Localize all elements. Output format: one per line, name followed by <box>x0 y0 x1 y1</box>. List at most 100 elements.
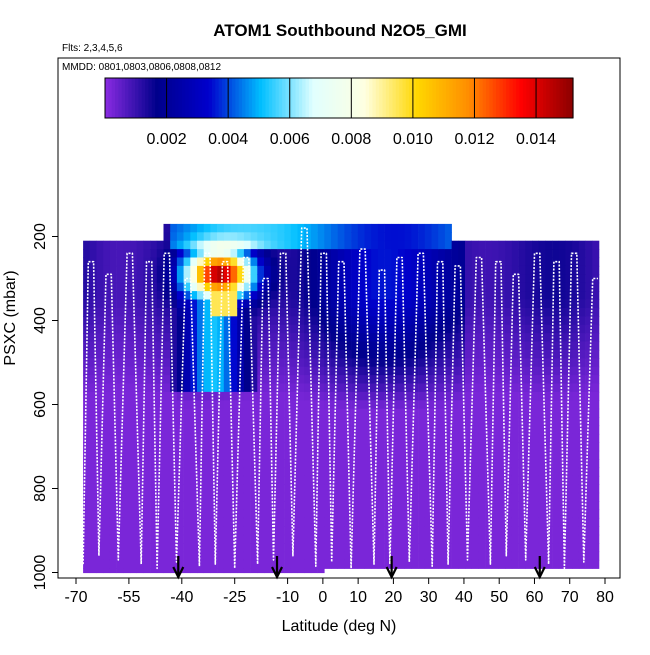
heatmap-cell <box>197 467 204 477</box>
heatmap-cell <box>398 534 405 544</box>
heatmap-cell <box>163 265 171 275</box>
heatmap-cell <box>545 391 553 401</box>
heatmap-cell <box>237 551 245 561</box>
heatmap-cell <box>210 282 218 292</box>
heatmap-cell <box>264 358 271 368</box>
heatmap-cell <box>270 249 278 259</box>
colorbar-swatch <box>352 78 357 118</box>
heatmap-cell <box>230 408 238 418</box>
heatmap-cell <box>290 433 298 443</box>
heatmap-cell <box>136 299 144 309</box>
heatmap-cell <box>203 274 211 284</box>
heatmap-cell <box>545 383 553 393</box>
heatmap-cell <box>398 291 405 301</box>
heatmap-cell <box>250 517 258 527</box>
heatmap-cell <box>592 316 600 326</box>
heatmap-cell <box>364 459 372 469</box>
heatmap-cell <box>136 484 144 494</box>
heatmap-cell <box>163 391 171 401</box>
heatmap-cell <box>284 559 292 569</box>
heatmap-cell <box>150 240 158 250</box>
heatmap-cell <box>264 375 271 385</box>
heatmap-cell <box>109 400 117 410</box>
heatmap-cell <box>331 391 338 401</box>
heatmap-cell <box>109 450 117 460</box>
heatmap-cell <box>237 543 245 553</box>
heatmap-cell <box>404 543 412 553</box>
heatmap-cell <box>578 307 586 317</box>
heatmap-cell <box>592 417 600 427</box>
heatmap-cell <box>552 274 560 284</box>
heatmap-cell <box>290 291 298 301</box>
heatmap-cell <box>398 232 405 242</box>
heatmap-cell <box>284 223 292 233</box>
heatmap-cell <box>156 425 164 435</box>
heatmap-cell <box>203 375 211 385</box>
heatmap-cell <box>304 282 312 292</box>
heatmap-cell <box>203 433 211 443</box>
heatmap-cell <box>243 559 251 569</box>
heatmap-cell <box>485 265 493 275</box>
heatmap-cell <box>190 559 198 569</box>
heatmap-cell <box>237 366 245 376</box>
heatmap-cell <box>96 349 104 359</box>
heatmap-cell <box>250 559 258 569</box>
heatmap-cell <box>203 265 211 275</box>
heatmap-cell <box>451 509 459 519</box>
heatmap-cell <box>190 349 198 359</box>
heatmap-cell <box>223 534 231 544</box>
heatmap-cell <box>585 417 593 427</box>
heatmap-cell <box>418 475 426 485</box>
heatmap-cell <box>424 232 432 242</box>
heatmap-cell <box>230 543 238 553</box>
heatmap-cell <box>317 459 325 469</box>
heatmap-cell <box>183 568 191 574</box>
heatmap-cell <box>511 509 519 519</box>
heatmap-cell <box>284 349 292 359</box>
heatmap-cell <box>451 543 459 553</box>
heatmap-cell <box>230 307 238 317</box>
heatmap-cell <box>197 559 204 569</box>
heatmap-cell <box>317 232 325 242</box>
heatmap-cell <box>538 333 546 343</box>
heatmap-cell <box>545 484 553 494</box>
heatmap-cell <box>592 299 600 309</box>
heatmap-cell <box>96 484 104 494</box>
colorbar-swatch <box>379 78 384 118</box>
colorbar-swatch <box>228 78 233 118</box>
heatmap-cell <box>109 459 117 469</box>
heatmap-cell <box>243 484 251 494</box>
heatmap-cell <box>183 433 191 443</box>
heatmap-cell <box>578 349 586 359</box>
heatmap-cell <box>491 366 499 376</box>
heatmap-cell <box>357 551 365 561</box>
heatmap-cell <box>377 349 385 359</box>
heatmap-cell <box>284 484 292 494</box>
heatmap-cell <box>451 391 459 401</box>
heatmap-cell <box>572 366 580 376</box>
heatmap-cell <box>398 400 405 410</box>
heatmap-cell <box>203 475 211 485</box>
heatmap-cell <box>83 240 91 250</box>
heatmap-cell <box>310 358 318 368</box>
heatmap-cell <box>250 265 258 275</box>
heatmap-cell <box>572 543 580 553</box>
heatmap-cell <box>532 257 539 267</box>
heatmap-cell <box>103 299 111 309</box>
heatmap-cell <box>471 459 479 469</box>
heatmap-cell <box>317 400 325 410</box>
heatmap-cell <box>317 526 325 536</box>
heatmap-cell <box>143 459 151 469</box>
heatmap-cell <box>250 400 258 410</box>
heatmap-cell <box>578 375 586 385</box>
heatmap-cell <box>565 433 573 443</box>
heatmap-cell <box>304 417 312 427</box>
heatmap-cell <box>123 433 131 443</box>
heatmap-cell <box>371 383 379 393</box>
heatmap-cell <box>170 307 178 317</box>
x-tick-label: 30 <box>420 589 438 606</box>
heatmap-cell <box>391 417 399 427</box>
heatmap-cell <box>451 534 459 544</box>
heatmap-cell <box>538 459 546 469</box>
heatmap-cell <box>183 442 191 452</box>
